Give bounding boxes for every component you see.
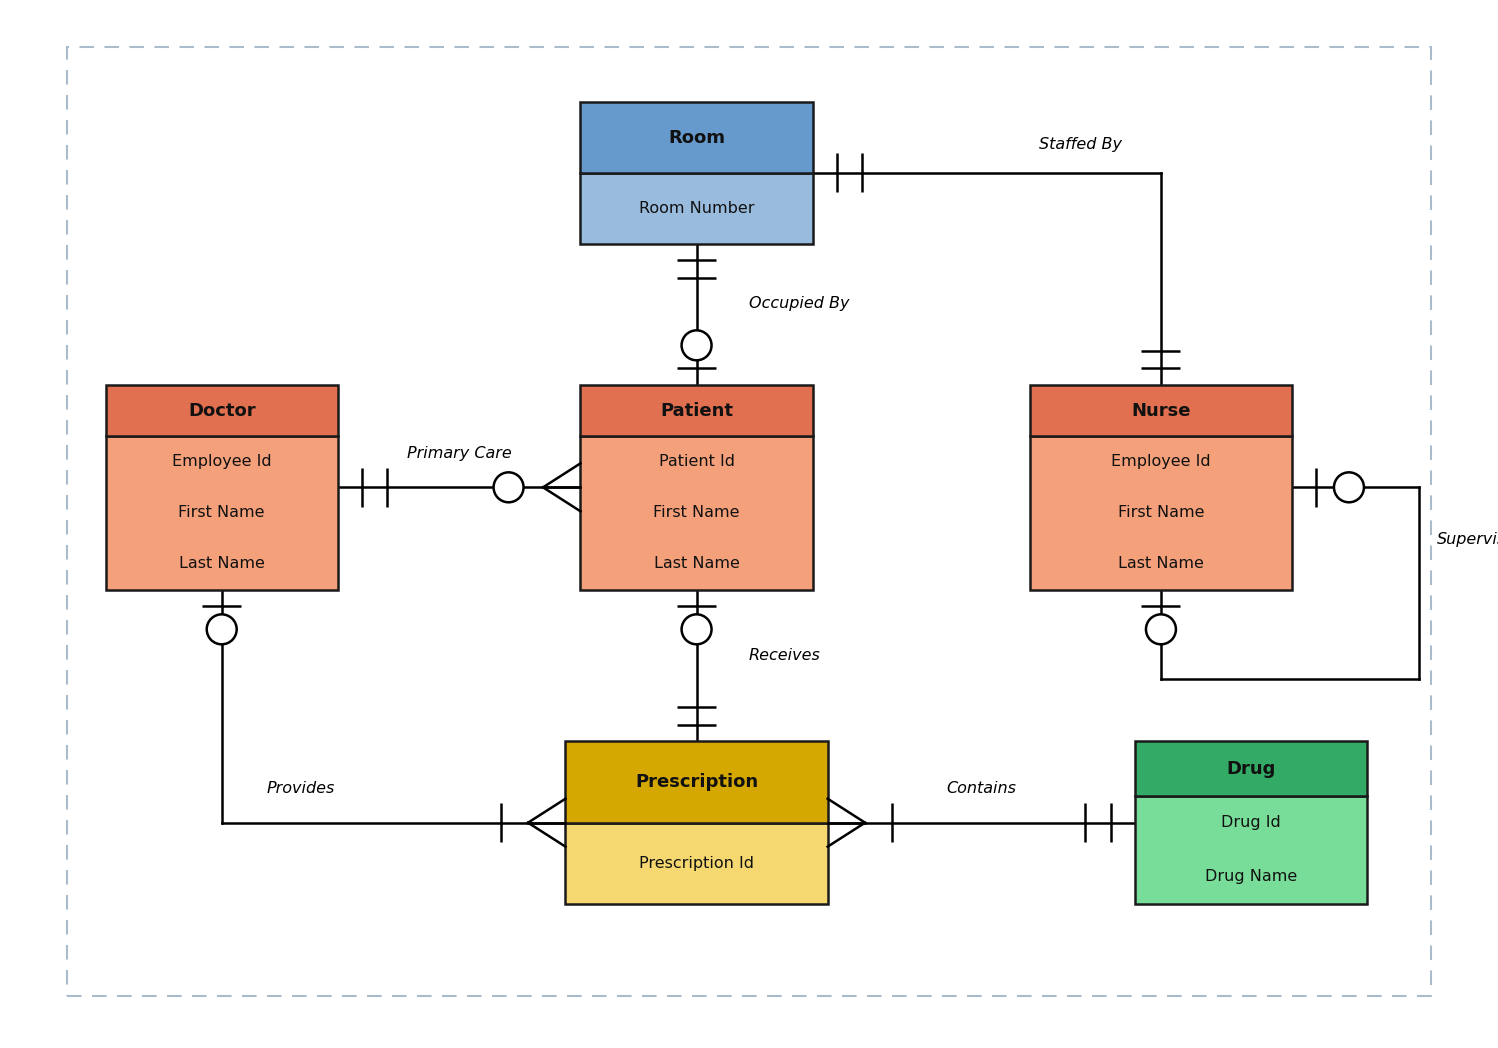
Text: Employee Id: Employee Id <box>1112 454 1210 470</box>
Text: Room Number: Room Number <box>638 201 755 216</box>
FancyBboxPatch shape <box>105 386 337 436</box>
Text: Patient: Patient <box>661 401 733 419</box>
FancyBboxPatch shape <box>1031 386 1291 436</box>
Ellipse shape <box>682 330 712 361</box>
Text: Staffed By: Staffed By <box>1040 137 1122 152</box>
Text: Supervises: Supervises <box>1438 532 1498 547</box>
Text: Provides: Provides <box>267 782 336 796</box>
Text: Occupied By: Occupied By <box>749 297 849 311</box>
FancyBboxPatch shape <box>1031 436 1291 589</box>
FancyBboxPatch shape <box>581 386 812 436</box>
FancyBboxPatch shape <box>566 823 827 903</box>
FancyBboxPatch shape <box>581 436 812 589</box>
Text: Drug Id: Drug Id <box>1221 815 1281 830</box>
Text: Contains: Contains <box>947 782 1016 796</box>
Text: First Name: First Name <box>178 505 265 521</box>
Text: Last Name: Last Name <box>653 556 740 571</box>
Text: Drug Name: Drug Name <box>1204 870 1297 885</box>
Text: Patient Id: Patient Id <box>659 454 734 470</box>
Text: First Name: First Name <box>653 505 740 521</box>
Text: First Name: First Name <box>1118 505 1204 521</box>
Ellipse shape <box>494 473 524 502</box>
FancyBboxPatch shape <box>581 103 812 173</box>
Text: Doctor: Doctor <box>187 401 256 419</box>
Text: Receives: Receives <box>749 648 821 662</box>
Text: Last Name: Last Name <box>1118 556 1204 571</box>
Text: Last Name: Last Name <box>178 556 265 571</box>
Ellipse shape <box>207 614 237 645</box>
Text: Employee Id: Employee Id <box>172 454 271 470</box>
FancyBboxPatch shape <box>581 173 812 244</box>
Text: Nurse: Nurse <box>1131 401 1191 419</box>
Text: Prescription Id: Prescription Id <box>640 856 753 871</box>
Ellipse shape <box>1146 614 1176 645</box>
FancyBboxPatch shape <box>1135 795 1366 903</box>
FancyBboxPatch shape <box>566 742 827 823</box>
Ellipse shape <box>682 614 712 645</box>
FancyBboxPatch shape <box>105 436 337 589</box>
Text: Primary Care: Primary Care <box>407 446 511 461</box>
Text: Room: Room <box>668 129 725 147</box>
Text: Prescription: Prescription <box>635 773 758 791</box>
Text: Drug: Drug <box>1227 760 1275 778</box>
Ellipse shape <box>1333 473 1365 502</box>
FancyBboxPatch shape <box>1135 742 1366 795</box>
